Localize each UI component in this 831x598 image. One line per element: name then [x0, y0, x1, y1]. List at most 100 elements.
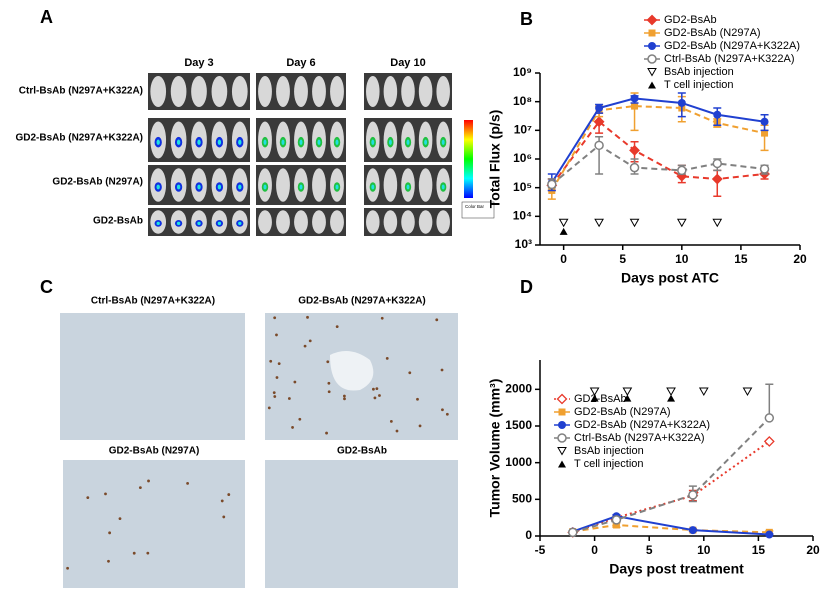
- legend-label: GD2-BsAb (N297A): [574, 406, 671, 418]
- stained-cell: [440, 368, 444, 372]
- marker: [713, 110, 722, 119]
- signal: [424, 139, 428, 145]
- panel-label: A: [40, 7, 53, 27]
- marker: [631, 102, 639, 110]
- stained-cell: [227, 493, 231, 496]
- y-axis-label: Tumor Volume (mm³): [487, 379, 503, 518]
- marker: [594, 218, 604, 228]
- marker: [765, 530, 774, 539]
- marker: [667, 394, 676, 402]
- stained-cell: [306, 315, 309, 319]
- signal: [156, 139, 160, 145]
- y-tick-label: 500: [512, 492, 532, 506]
- mouse: [150, 75, 167, 108]
- stained-cell: [343, 397, 346, 401]
- stained-cell: [342, 394, 346, 398]
- marker: [712, 218, 723, 228]
- legend-marker: [647, 68, 657, 77]
- stained-cell: [303, 344, 307, 348]
- stained-cell: [375, 387, 379, 391]
- mouse: [366, 210, 380, 234]
- signal: [217, 221, 222, 226]
- marker: [595, 104, 604, 113]
- stained-cell: [66, 566, 69, 570]
- mouse: [191, 75, 207, 108]
- stained-cell: [372, 387, 375, 391]
- row-label: GD2-BsAb: [93, 216, 143, 227]
- stained-cell: [273, 316, 277, 320]
- mouse: [383, 75, 398, 108]
- stained-cell: [146, 551, 150, 555]
- y-tick-label: 10⁸: [513, 94, 532, 108]
- mouse: [436, 210, 450, 234]
- day-label: Day 10: [390, 57, 425, 69]
- stained-cell: [273, 395, 277, 398]
- x-tick-label: 15: [752, 543, 766, 557]
- marker: [666, 387, 676, 397]
- signal: [263, 184, 267, 190]
- mouse: [383, 210, 398, 234]
- stained-cell: [86, 496, 90, 500]
- x-tick-label: 5: [619, 252, 626, 266]
- y-axis-label: Total Flux (p/s): [487, 110, 503, 209]
- stained-cell: [408, 371, 412, 375]
- mouse: [436, 75, 450, 108]
- image-title: GD2-BsAb (N297A+K322A): [298, 296, 426, 307]
- marker: [711, 173, 723, 185]
- mouse: [312, 75, 326, 108]
- signal: [317, 139, 321, 145]
- legend-marker: [648, 42, 656, 50]
- x-axis-label: Days post ATC: [621, 270, 719, 286]
- stained-cell: [385, 356, 389, 360]
- signal: [217, 184, 222, 190]
- x-tick-label: -5: [535, 543, 546, 557]
- series-line: [572, 515, 770, 536]
- legend-label: T cell injection: [574, 458, 644, 470]
- marker: [629, 218, 640, 228]
- series-line: [551, 120, 765, 186]
- mouse: [418, 75, 433, 108]
- stained-cell: [220, 499, 224, 503]
- image-title: Ctrl-BsAb (N297A+K322A): [91, 296, 215, 307]
- mouse: [231, 75, 248, 108]
- stained-cell: [435, 318, 439, 322]
- stained-cell: [272, 391, 276, 395]
- x-tick-label: 20: [806, 543, 820, 557]
- marker: [568, 527, 578, 538]
- y-tick-label: 10⁵: [513, 180, 532, 194]
- legend-label: BsAb injection: [664, 66, 734, 78]
- signal: [238, 184, 242, 190]
- mouse: [418, 210, 433, 234]
- marker: [760, 117, 769, 126]
- legend-marker: [558, 460, 566, 468]
- y-tick-label: 1000: [505, 455, 532, 469]
- marker: [759, 164, 770, 174]
- signal: [441, 139, 445, 145]
- legend-marker: [648, 29, 656, 37]
- signal: [176, 139, 181, 145]
- mouse: [312, 168, 326, 202]
- stained-cell: [298, 417, 302, 421]
- legend-marker: [557, 447, 567, 456]
- signal: [238, 139, 242, 145]
- stained-cell: [441, 408, 444, 412]
- series-line: [550, 97, 765, 184]
- color-bar: [464, 120, 473, 198]
- stained-cell: [445, 412, 449, 416]
- x-tick-label: 15: [734, 252, 748, 266]
- marker: [677, 98, 686, 107]
- legend-label: BsAb injection: [574, 445, 644, 457]
- signal: [441, 184, 445, 190]
- stained-cell: [293, 380, 297, 384]
- signal: [406, 139, 410, 145]
- error-bar: [765, 383, 774, 419]
- marker: [761, 129, 769, 137]
- stained-cell: [287, 397, 291, 400]
- mouse: [258, 210, 272, 234]
- mouse: [383, 168, 398, 202]
- x-tick-label: 10: [697, 543, 711, 557]
- mouse: [330, 75, 344, 108]
- signal: [197, 184, 201, 190]
- mouse: [366, 75, 380, 108]
- marker: [688, 526, 697, 535]
